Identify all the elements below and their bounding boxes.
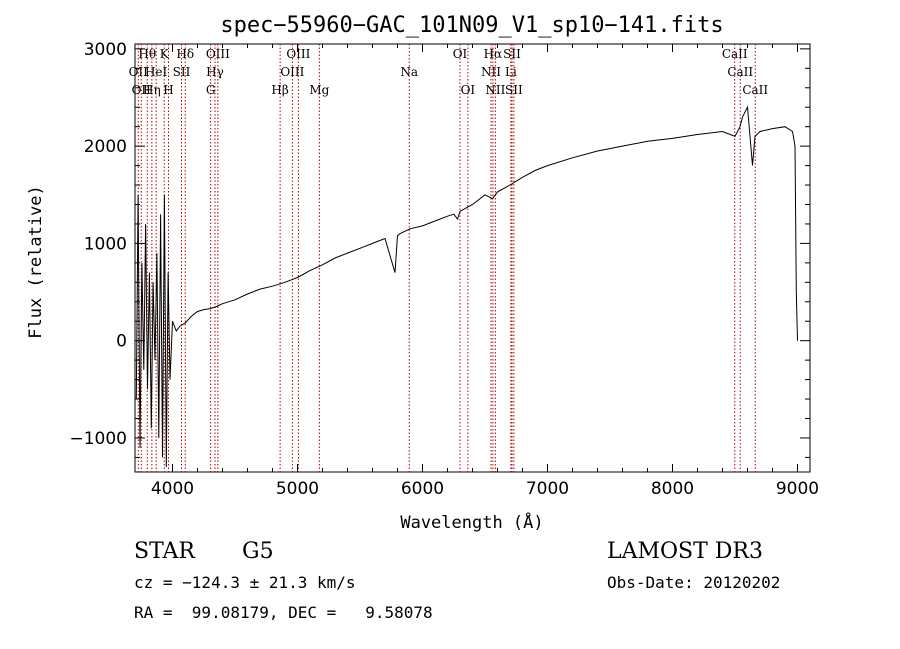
line-label-6: H [163, 83, 173, 97]
line-label-24: SII [505, 83, 523, 97]
line-label-10: Hγ [206, 65, 224, 79]
ra-dec-coordinates: RA = 99.08179, DEC = 9.58078 [134, 603, 433, 622]
survey-label: LAMOST DR3 [607, 539, 763, 564]
line-label-27: CaII [742, 83, 768, 97]
x-tick-label-0: 4000 [151, 479, 194, 499]
x-tick-label-3: 7000 [526, 479, 569, 499]
y-tick-label-3: 2000 [84, 137, 127, 157]
x-tick-label-4: 8000 [651, 479, 694, 499]
axis-ticks [135, 44, 810, 472]
line-label-1: OII [132, 83, 152, 97]
line-label-8: Hδ [176, 47, 194, 61]
spectrum-series-line [135, 105, 798, 468]
redshift-cz: cz = −124.3 ± 21.3 km/s [134, 573, 356, 592]
line-label-9: G [206, 83, 216, 97]
line-label-25: CaII [722, 47, 748, 61]
line-label-14: OIII [286, 47, 310, 61]
line-label-17: OI [453, 47, 468, 61]
x-axis-label: Wavelength (Å) [400, 511, 543, 533]
line-label-19: NII [481, 65, 501, 79]
line-label-0: OII [129, 65, 149, 79]
x-tick-label-1: 5000 [276, 479, 319, 499]
line-label-4: HeI [145, 65, 168, 79]
axis-tick-labels: 4000 5000 6000 7000 8000 9000 −1000 0 1000 2000 30… [69, 40, 819, 499]
line-label-23: SII [503, 47, 521, 61]
y-tick-label-4: 3000 [84, 40, 127, 60]
line-label-13: OIII [280, 65, 304, 79]
line-label-3: Hη [143, 83, 161, 97]
object-subclass: G5 [242, 539, 274, 564]
emission-line-labels: OIIOIIHθHηHeIKHSIIHδGHγOIIIHβOIIIOIIIMgN… [129, 47, 769, 97]
emission-line-markers [137, 44, 756, 472]
line-label-5: K [160, 47, 170, 61]
line-label-15: Mg [309, 83, 329, 97]
line-label-16: Na [400, 65, 418, 79]
line-label-11: OIII [206, 47, 230, 61]
line-label-21: NII [485, 83, 505, 97]
line-label-2: Hθ [138, 47, 156, 61]
line-label-20: Hα [484, 47, 503, 61]
y-tick-label-1: 0 [116, 332, 127, 352]
line-label-7: SII [173, 65, 191, 79]
chart-title: spec−55960−GAC_101N09_V1_sp10−141.fits [220, 13, 723, 38]
line-label-22: Li [505, 65, 517, 79]
line-label-18: OI [461, 83, 476, 97]
y-tick-label-0: −1000 [69, 429, 127, 449]
x-tick-label-5: 9000 [776, 479, 819, 499]
x-tick-label-2: 6000 [401, 479, 444, 499]
plot-frame [134, 43, 811, 473]
y-axis-label: Flux (relative) [26, 185, 46, 339]
line-label-12: Hβ [271, 83, 288, 97]
line-label-26: CaII [727, 65, 753, 79]
observation-date: Obs-Date: 20120202 [607, 573, 781, 592]
y-tick-label-2: 1000 [84, 234, 127, 254]
object-class: STAR [134, 539, 195, 564]
